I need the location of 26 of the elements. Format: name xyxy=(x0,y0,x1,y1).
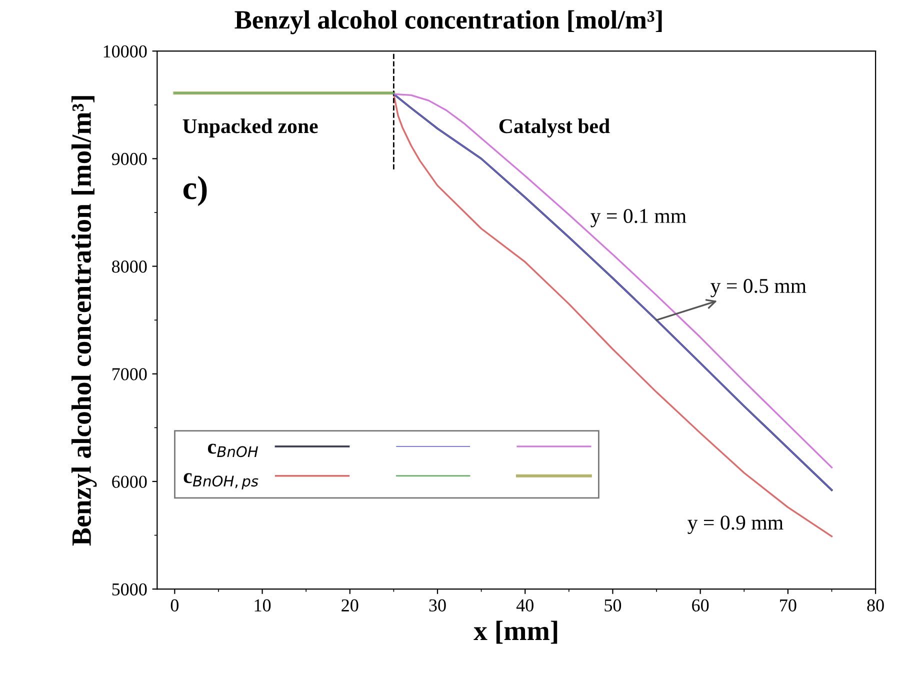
legend-label: c$_{BnOH,ps}$ xyxy=(184,473,258,490)
y-tick-label: 5000 xyxy=(112,583,147,596)
chart-title: Benzyl alcohol concentration [mol/m³] xyxy=(234,10,662,34)
annotation: Unpacked zone xyxy=(182,118,318,138)
annotation: y = 0.9 mm xyxy=(688,516,784,534)
x-tick-label: 40 xyxy=(516,599,534,612)
x-tick-label: 0 xyxy=(170,599,178,612)
x-tick-label: 30 xyxy=(429,599,446,612)
x-tick-label: 70 xyxy=(780,599,796,612)
y-tick-label: 6000 xyxy=(112,476,147,488)
x-axis-title: x [mm] xyxy=(474,620,558,644)
x-tick-label: 50 xyxy=(604,599,622,612)
y-axis-title: Benzyl alcohol concentration [mol/m³] xyxy=(71,96,97,546)
y-tick-label: 10000 xyxy=(104,45,147,58)
legend-label: c$_{BnOH}$ xyxy=(208,444,258,458)
y-tick-label: 8000 xyxy=(112,260,147,273)
x-tick-label: 80 xyxy=(867,599,884,612)
annotation: Catalyst bed xyxy=(499,118,610,138)
x-tick-label: 20 xyxy=(342,599,358,612)
x-tick-label: 10 xyxy=(254,599,271,612)
annotation: c) xyxy=(183,176,207,206)
y-tick-label: 9000 xyxy=(112,152,147,166)
annotation: y = 0.5 mm xyxy=(710,278,806,298)
y-tick-label: 7000 xyxy=(112,368,147,380)
annotation: y = 0.1 mm xyxy=(590,208,686,228)
x-tick-label: 60 xyxy=(692,599,709,612)
